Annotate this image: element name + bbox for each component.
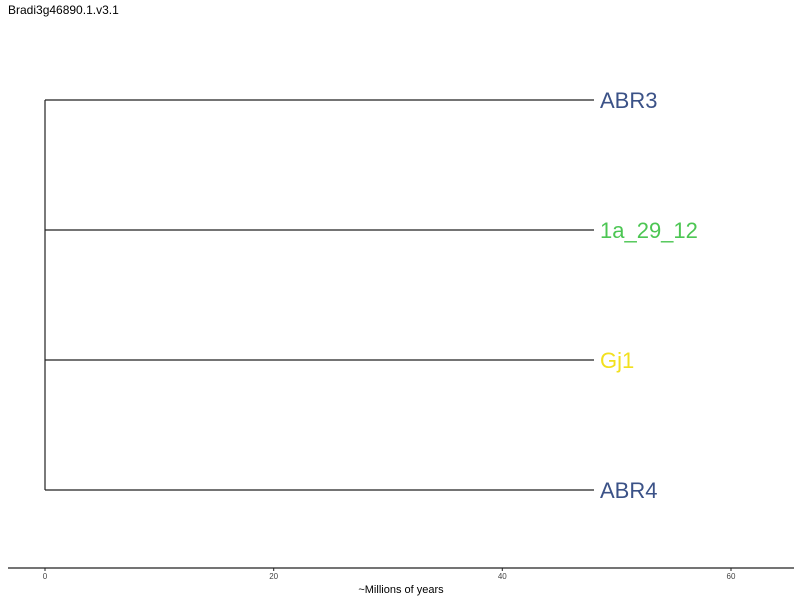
- leaf-label-abr4: ABR4: [600, 478, 657, 503]
- leaf-label-1a-29-12: 1a_29_12: [600, 218, 698, 243]
- tick-label-60: 60: [727, 572, 736, 581]
- leaf-label-abr3: ABR3: [600, 88, 657, 113]
- tick-label-20: 20: [269, 572, 278, 581]
- x-axis: 0 20 40 60 ~Millions of years: [8, 567, 794, 596]
- tree-branches: [44, 99, 594, 491]
- leaf-label-gj1: Gj1: [600, 348, 634, 373]
- x-axis-title: ~Millions of years: [358, 584, 444, 596]
- page-title: Bradi3g46890.1.v3.1: [8, 3, 119, 17]
- tick-label-0: 0: [43, 572, 48, 581]
- tick-label-40: 40: [498, 572, 507, 581]
